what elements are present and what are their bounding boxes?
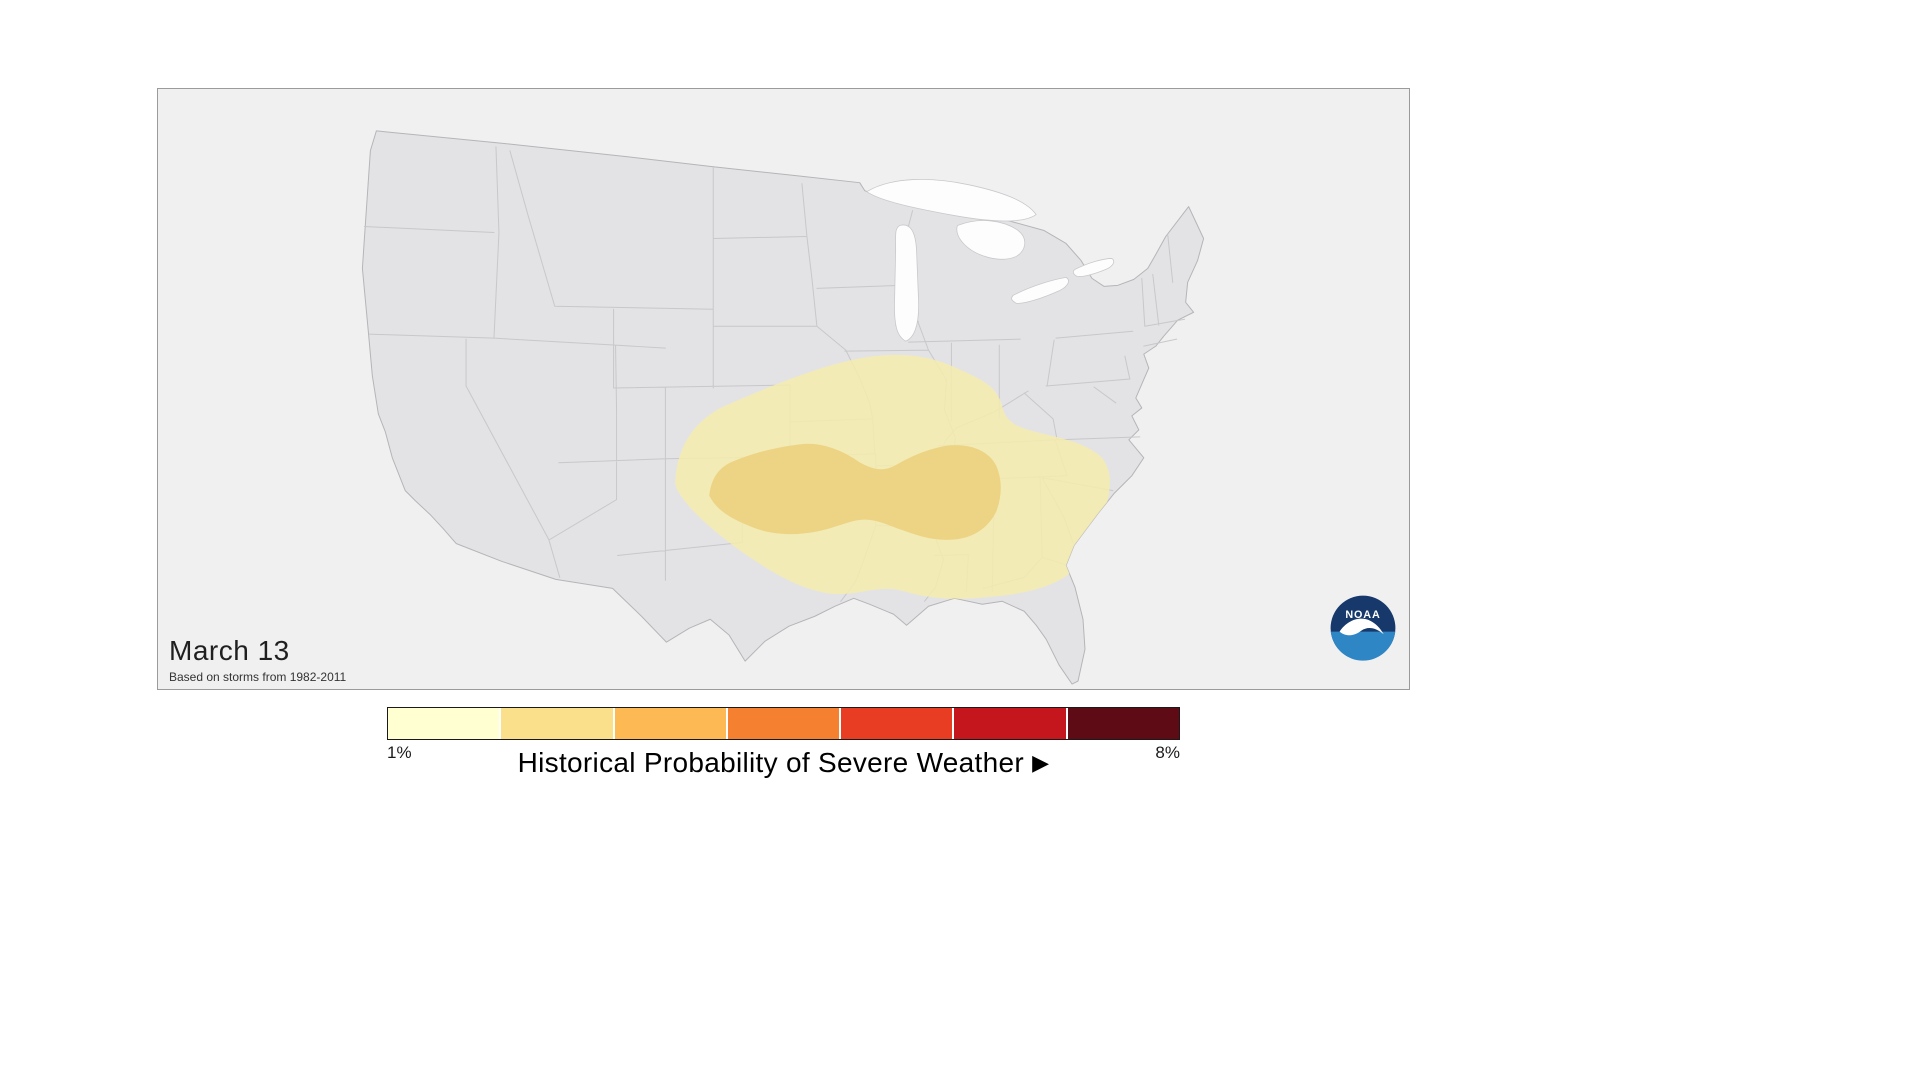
legend-bar <box>387 707 1180 740</box>
legend-segment <box>388 708 500 739</box>
great-lakes <box>865 179 1115 342</box>
play-arrow-icon: ▶ <box>1032 750 1050 775</box>
legend-segment <box>954 708 1066 739</box>
legend-title-text: Historical Probability of Severe Weather <box>517 747 1025 778</box>
legend-segment <box>727 708 840 739</box>
lake-superior <box>865 179 1037 222</box>
lake-michigan <box>894 224 920 342</box>
legend-segment <box>501 708 613 739</box>
seagull-icon <box>1339 618 1384 636</box>
map-panel: March 13 Based on storms from 1982-2011 … <box>157 88 1410 690</box>
legend-min-label: 1% <box>387 743 412 762</box>
lake-huron <box>956 220 1026 260</box>
lake-erie <box>1011 276 1069 304</box>
probability-region-inner <box>709 443 1001 540</box>
legend-segment <box>1067 708 1179 739</box>
us-map <box>361 130 1205 685</box>
legend-segment <box>614 708 726 739</box>
noaa-logo-text: NOAA <box>1345 609 1380 621</box>
source-note: Based on storms from 1982-2011 <box>169 670 347 684</box>
legend-segment <box>841 708 953 739</box>
legend-scale-labels: 1% 8% <box>387 740 1180 764</box>
legend: 1% 8% Historical Probability of Severe W… <box>387 707 1180 778</box>
legend-max-label: 8% <box>1155 743 1180 762</box>
legend-title: Historical Probability of Severe Weather… <box>387 747 1180 779</box>
noaa-logo-lower-half <box>1330 631 1396 661</box>
date-label: March 13 <box>169 635 290 666</box>
noaa-logo: NOAA <box>1330 595 1396 661</box>
lake-ontario <box>1072 258 1115 277</box>
